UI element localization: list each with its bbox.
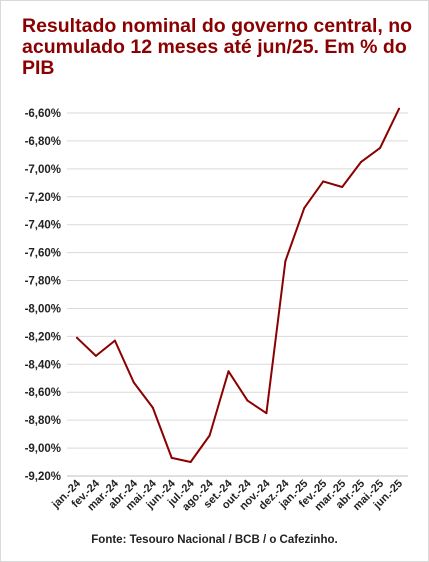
data-point (132, 381, 135, 384)
y-tick-label: -6,60% (25, 108, 61, 120)
y-tick-label: -8,00% (25, 303, 61, 315)
y-tick-label: -7,80% (25, 276, 61, 288)
y-tick-label: -7,60% (25, 248, 61, 260)
data-point (398, 107, 400, 110)
data-point (322, 180, 325, 183)
y-tick-label: -7,20% (25, 192, 61, 204)
data-point (76, 336, 78, 339)
source-note: Fonte: Tesouro Nacional / BCB / o Cafezi… (91, 534, 338, 546)
data-point (360, 160, 363, 163)
y-tick-label: -9,20% (25, 471, 61, 483)
y-tick-label: -7,00% (25, 164, 61, 176)
y-tick-label: -9,00% (25, 443, 61, 455)
series-line (76, 107, 400, 463)
data-point (189, 461, 192, 464)
data-point (265, 412, 268, 415)
data-point (246, 399, 249, 402)
data-point (303, 206, 306, 209)
data-point (170, 456, 173, 459)
data-point (208, 434, 211, 437)
data-point (227, 370, 230, 373)
y-tick-label: -6,80% (25, 136, 61, 148)
y-tick-label: -8,40% (25, 359, 61, 371)
data-point (284, 259, 287, 262)
data-point (113, 339, 116, 342)
y-tick-label: -8,20% (25, 331, 61, 343)
data-point (94, 354, 97, 357)
data-point (151, 406, 154, 409)
y-tick-label: -8,60% (25, 387, 61, 399)
data-point (341, 185, 344, 188)
y-tick-label: -7,40% (25, 220, 61, 232)
data-point (379, 146, 382, 149)
y-tick-label: -8,80% (25, 415, 61, 427)
chart-title: Resultado nominal do governo central, no… (22, 15, 413, 79)
